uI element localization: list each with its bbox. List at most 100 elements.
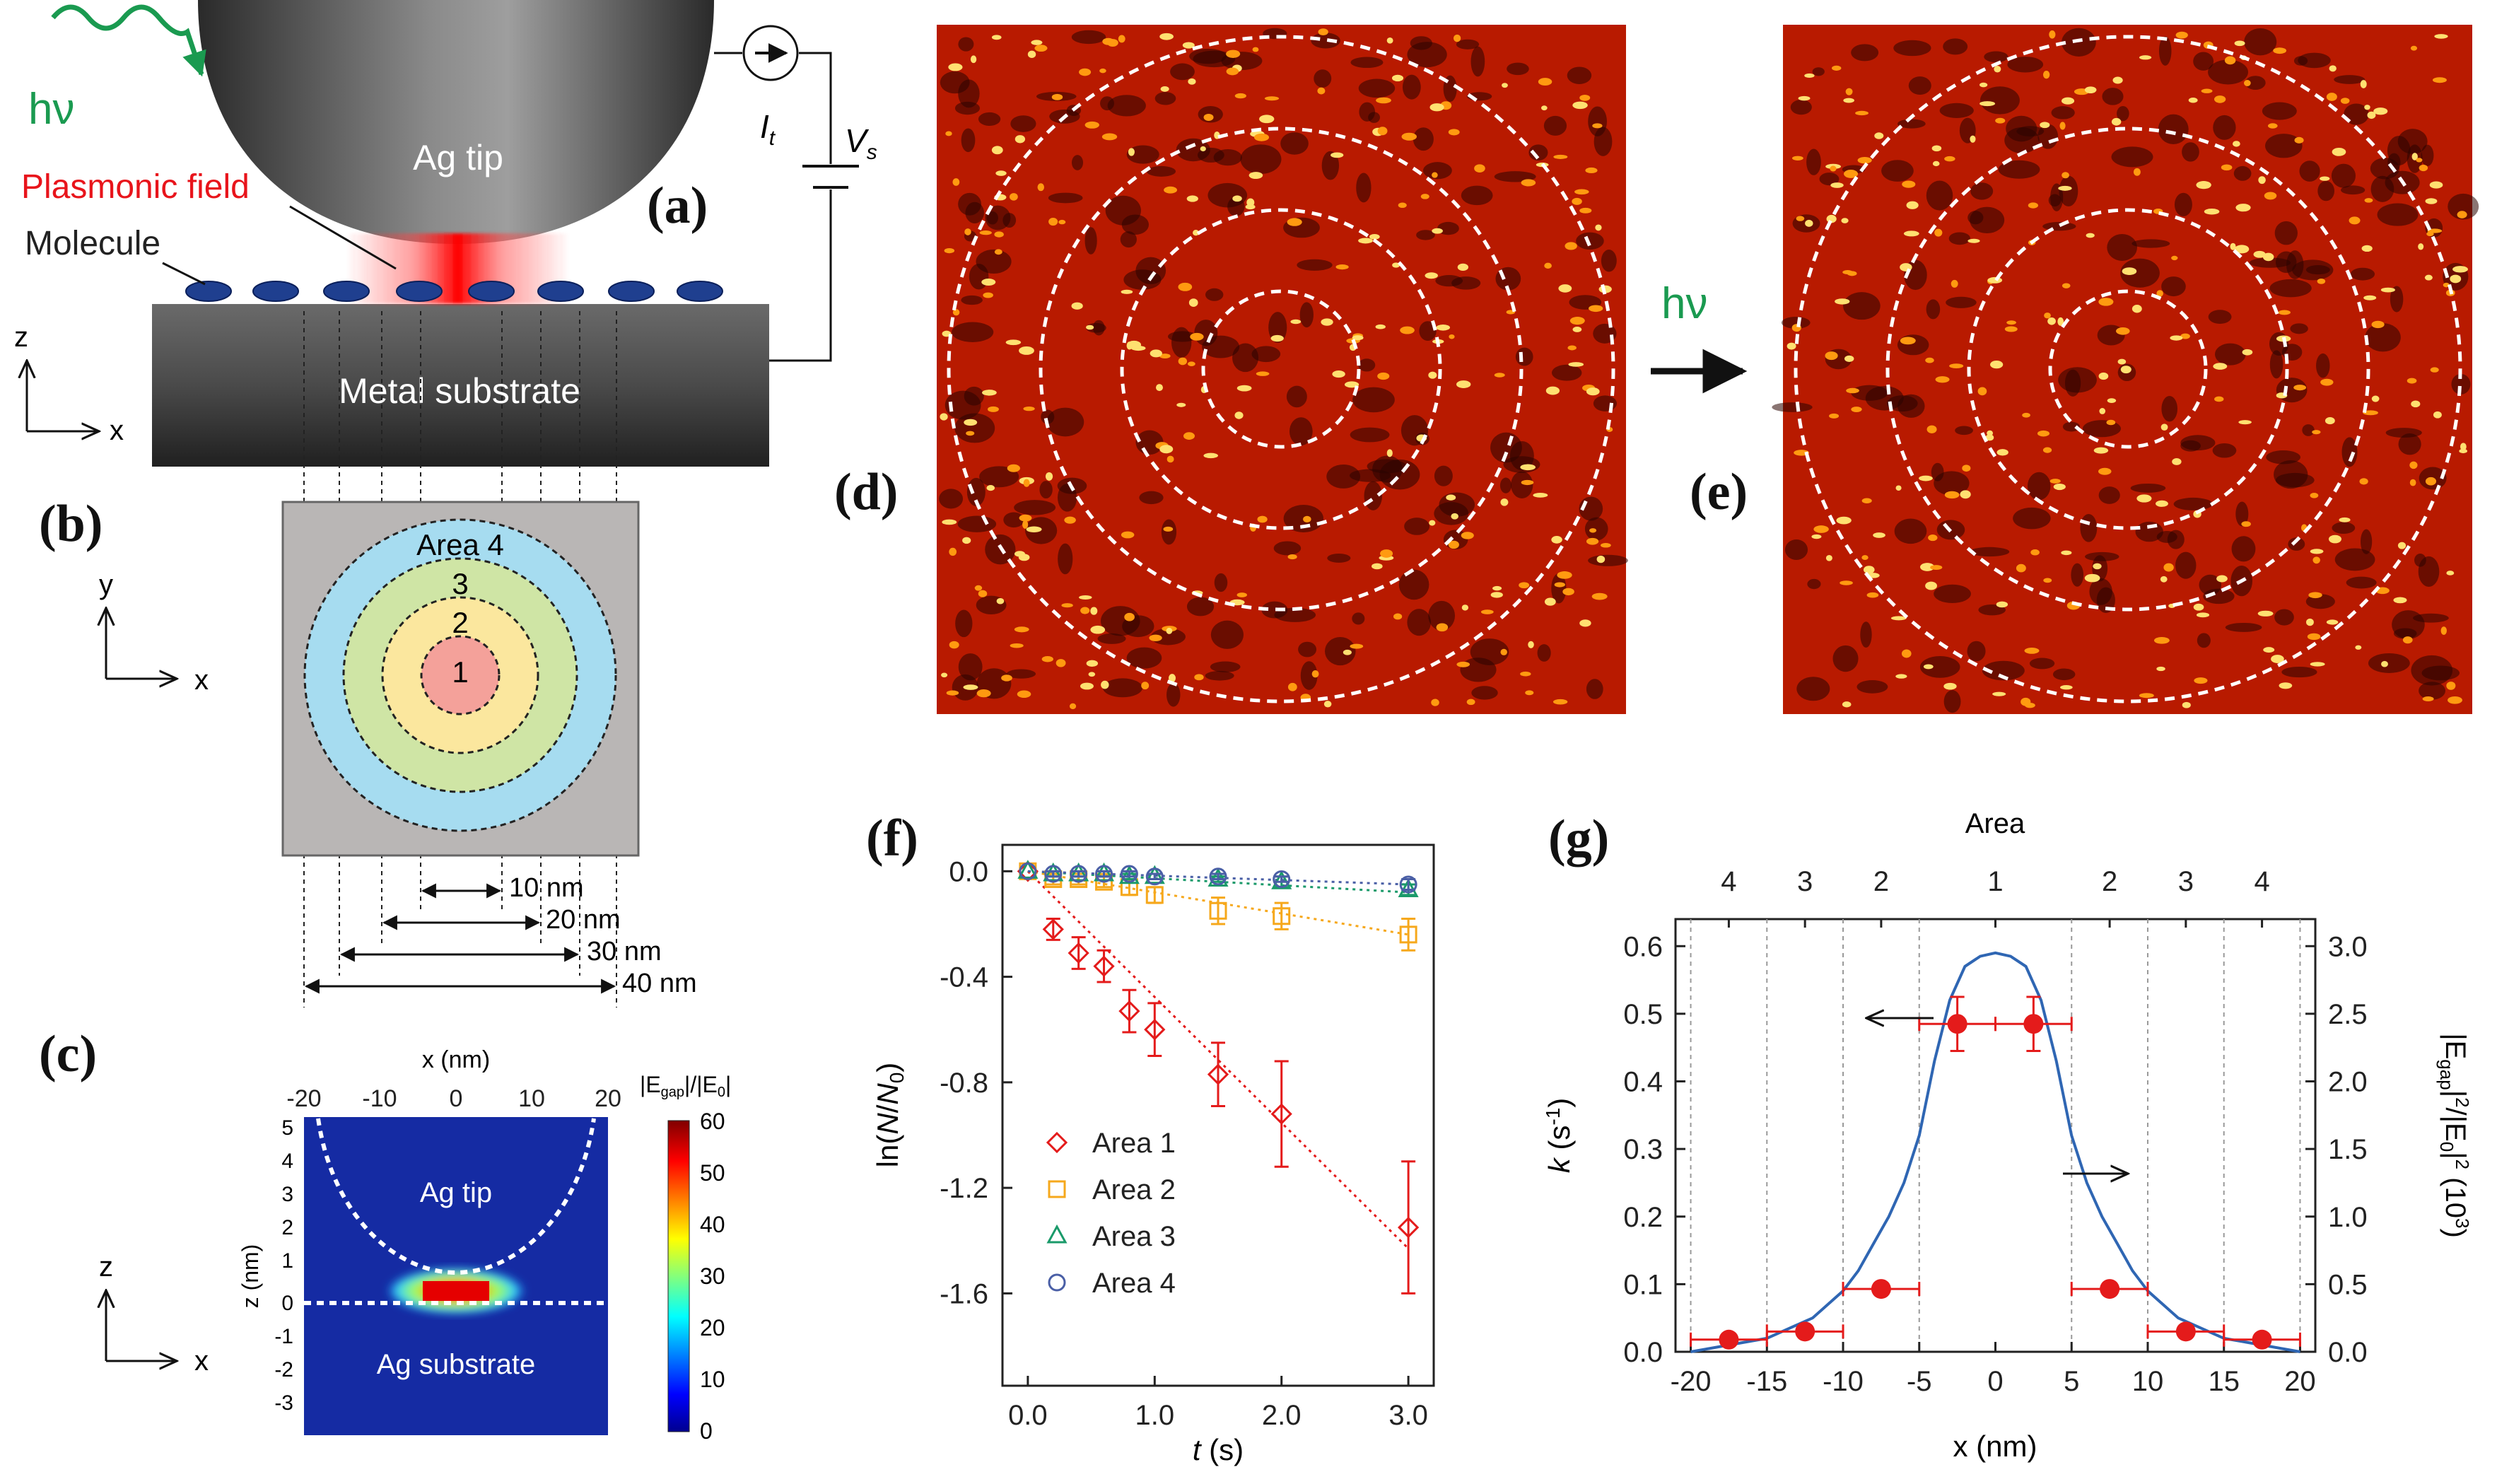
stm-dark-spot bbox=[2302, 424, 2315, 436]
stm-bright-spot bbox=[1287, 218, 1302, 226]
stm-dark-spot bbox=[1176, 138, 1210, 162]
stm-bright-spot bbox=[1187, 361, 1195, 366]
area-rings-d bbox=[947, 35, 1615, 703]
stm-bright-spot bbox=[1141, 682, 1150, 690]
stm-bright-spot bbox=[2016, 563, 2026, 573]
square-marker bbox=[1145, 886, 1164, 904]
colorbar bbox=[667, 1120, 690, 1432]
stm-bright-spot bbox=[1323, 701, 1332, 708]
stm-bright-spot bbox=[1830, 182, 1844, 188]
f-ytick-label: 0.0 bbox=[949, 856, 988, 887]
stm-bright-spot bbox=[1377, 372, 1390, 380]
stm-bright-spot bbox=[945, 131, 952, 136]
stm-bright-spot bbox=[1164, 186, 1178, 194]
stm-dark-spot bbox=[1586, 679, 1603, 699]
stm-dark-spot bbox=[2293, 56, 2308, 66]
f-legend-label: Area 3 bbox=[1092, 1221, 1176, 1252]
stm-bright-spot bbox=[2221, 164, 2233, 171]
stm-dark-spot bbox=[1297, 259, 1333, 271]
stm-dark-spot bbox=[1072, 155, 1084, 170]
stm-dark-spot bbox=[1404, 518, 1430, 535]
stm-bright-spot bbox=[1579, 619, 1591, 627]
stm-bright-spot bbox=[2452, 266, 2468, 273]
stm-dark-spot bbox=[1982, 660, 2025, 681]
stm-bright-spot bbox=[1831, 65, 1842, 71]
dimension-arrows bbox=[304, 883, 616, 994]
stm-dark-spot bbox=[1812, 67, 1825, 76]
stm-bright-spot bbox=[1855, 110, 1869, 116]
stm-bright-spot bbox=[1429, 520, 1436, 526]
svg-text:-10: -10 bbox=[362, 1085, 397, 1112]
g-plot-frame bbox=[1674, 918, 2317, 1353]
stm-bright-spot bbox=[1159, 33, 1174, 40]
stm-dark-spot bbox=[958, 37, 974, 52]
stm-dark-spot bbox=[1601, 250, 1617, 272]
stm-bright-spot bbox=[2446, 571, 2455, 576]
stm-bright-spot bbox=[2030, 549, 2040, 556]
stm-bright-spot bbox=[1521, 179, 1536, 187]
stm-bright-spot bbox=[2359, 478, 2368, 485]
stm-bright-spot bbox=[2098, 298, 2114, 306]
stm-dark-spot bbox=[1326, 464, 1361, 489]
stm-bright-spot bbox=[1901, 649, 1912, 658]
stm-bright-spot bbox=[2214, 95, 2226, 103]
area-1-label: 1 bbox=[452, 655, 468, 689]
molecule-leader bbox=[162, 262, 206, 286]
panel-f: (f) 0.0 1.0 2.0 3.0 0.0 -0.4 -0.8 -1.2 -1.6 t (s… bbox=[866, 810, 1435, 1466]
stm-bright-spot bbox=[2349, 216, 2361, 225]
stm-bright-spot bbox=[1124, 612, 1135, 621]
molecule-label: Molecule bbox=[25, 225, 160, 262]
stm-bright-spot bbox=[2049, 30, 2056, 39]
stm-dark-spot bbox=[2397, 129, 2428, 154]
stm-bright-spot bbox=[1084, 121, 1099, 129]
stm-dark-spot bbox=[1150, 628, 1186, 645]
stm-bright-spot bbox=[1150, 349, 1162, 358]
stm-dark-spot bbox=[1984, 51, 2008, 63]
f-xtick-label: 2.0 bbox=[1262, 1400, 1302, 1431]
stm-dark-spot bbox=[2174, 192, 2192, 216]
g-top-label: 1 bbox=[1987, 866, 2003, 897]
stm-bright-spot bbox=[1026, 526, 1042, 532]
ag-tip bbox=[198, 0, 714, 244]
stm-bright-spot bbox=[1574, 189, 1589, 195]
stm-dark-spot bbox=[1205, 670, 1234, 681]
stm-bright-spot bbox=[2112, 76, 2123, 84]
stm-bright-spot bbox=[1431, 699, 1439, 706]
g-ytick-right-label: 2.0 bbox=[2328, 1067, 2368, 1098]
stm-bright-spot bbox=[2267, 123, 2278, 129]
g-ytick-label: 0.1 bbox=[1623, 1269, 1663, 1300]
svg-text:x: x bbox=[194, 1345, 209, 1377]
f-xtick-label: 1.0 bbox=[1135, 1400, 1174, 1431]
hv-label: hν bbox=[28, 85, 74, 134]
stm-bright-spot bbox=[964, 419, 978, 426]
circle-marker bbox=[1399, 875, 1417, 894]
stm-dark-spot bbox=[1772, 402, 1813, 412]
stm-bright-spot bbox=[1014, 135, 1026, 144]
stm-dark-spot bbox=[1205, 288, 1224, 301]
stm-dark-spot bbox=[1978, 604, 2006, 616]
stm-bright-spot bbox=[1335, 264, 1349, 270]
stm-bright-spot bbox=[2196, 612, 2210, 618]
stm-bright-spot bbox=[1432, 228, 1443, 234]
stm-dark-spot bbox=[978, 112, 1001, 126]
stm-dark-spot bbox=[2451, 373, 2471, 395]
stm-bright-spot bbox=[1332, 370, 1345, 378]
stm-bright-spot bbox=[2042, 70, 2050, 79]
stm-bright-spot bbox=[1980, 101, 1996, 107]
stm-dark-spot bbox=[1358, 358, 1376, 372]
stm-bright-spot bbox=[1861, 555, 1869, 561]
g-ytick-right-label: 1.5 bbox=[2328, 1134, 2368, 1165]
circle-marker bbox=[1095, 865, 1113, 883]
diamond-marker bbox=[1118, 1000, 1140, 1022]
triangle-marker bbox=[1144, 865, 1165, 884]
stm-bright-spot bbox=[1203, 113, 1214, 122]
stm-bright-spot bbox=[2234, 40, 2245, 47]
stm-bright-spot bbox=[1920, 563, 1935, 571]
stm-bright-spot bbox=[2326, 93, 2337, 101]
stm-bright-spot bbox=[2238, 420, 2252, 425]
stm-dark-spot bbox=[1268, 312, 1287, 344]
g-curve-line bbox=[1690, 951, 2300, 1353]
stm-bright-spot bbox=[1977, 387, 1987, 396]
stm-bright-spot bbox=[976, 689, 991, 698]
stm-bright-spot bbox=[996, 597, 1005, 604]
